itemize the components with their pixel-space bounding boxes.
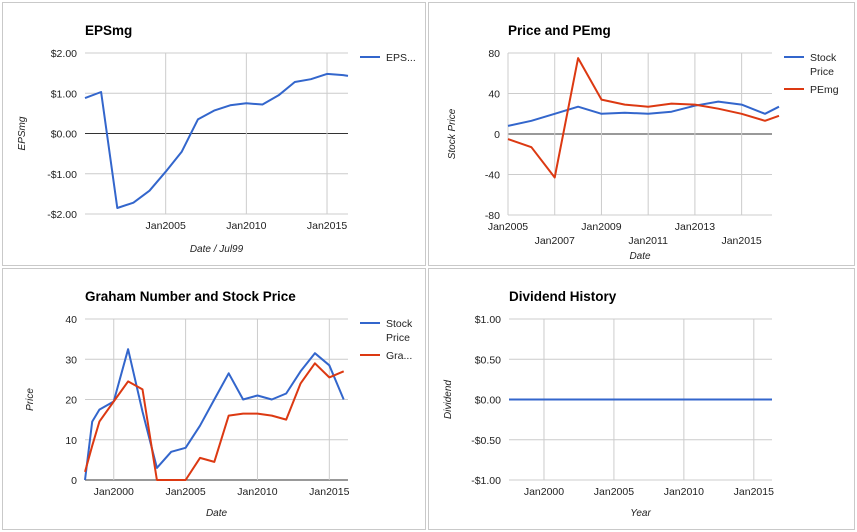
chart-title: EPSmg: [85, 23, 132, 38]
y-tick-label: $1.00: [51, 88, 77, 100]
legend-label: Gra...: [386, 350, 412, 362]
y-tick-label: 0: [71, 475, 77, 487]
series-line-0: [84, 72, 349, 209]
legend-label: PEmg: [810, 84, 839, 96]
series-line-0: [507, 100, 780, 127]
y-tick-label: $2.00: [51, 48, 77, 60]
y-axis-title: Price: [25, 388, 36, 411]
x-tick-label: Jan2015: [309, 486, 349, 498]
chart-title: Price and PEmg: [508, 23, 611, 38]
series-line-0: [84, 348, 345, 481]
x-tick-label: Jan2005: [146, 220, 186, 232]
x-tick-label: Jan2010: [237, 486, 277, 498]
y-tick-label: 0: [494, 129, 500, 141]
y-tick-label: $1.00: [475, 314, 501, 326]
y-axis-title: Stock Price: [447, 108, 458, 159]
chart-svg: Dividend History $1.00 $0.50 $0.00 -$0.50 -$1…: [443, 289, 774, 519]
y-tick-label: $0.50: [475, 354, 501, 366]
y-tick-label: -$2.00: [47, 209, 77, 221]
x-tick-label: Jan2009: [581, 221, 621, 233]
chart-title: Graham Number and Stock Price: [85, 289, 296, 304]
legend-label: Stock Price: [386, 318, 413, 344]
x-tick-label: Jan2007: [535, 235, 575, 247]
y-tick-label: 40: [65, 314, 77, 326]
y-axis-title: Dividend: [443, 380, 454, 419]
x-axis-title: Year: [630, 508, 651, 519]
legend-label: EPS...: [386, 52, 416, 64]
y-tick-label: 30: [65, 354, 77, 366]
graham-chart-panel: Graham Number and Stock Price 40 30 20 10 0 Ja…: [2, 268, 426, 530]
y-tick-label: -$0.50: [471, 435, 501, 447]
dividend-chart-panel: Dividend History $1.00 $0.50 $0.00 -$0.50 -$1…: [428, 268, 855, 530]
x-axis-title: Date / Jul99: [190, 244, 244, 255]
x-tick-label: Jan2013: [675, 221, 715, 233]
y-tick-label: 40: [488, 89, 500, 101]
x-tick-label: Jan2005: [165, 486, 205, 498]
eps-chart-panel: EPSmg $2.00 $1.00 $0.00 -$1.00 -$2.00 Jan2005 J…: [2, 2, 426, 266]
x-tick-label: Jan2005: [594, 486, 634, 498]
y-tick-label: 20: [65, 395, 77, 407]
y-tick-label: -80: [485, 210, 500, 222]
x-tick-label: Jan2010: [226, 220, 266, 232]
y-tick-label: -$1.00: [471, 475, 501, 487]
chart-title: Dividend History: [509, 289, 617, 304]
y-tick-label: -40: [485, 170, 500, 182]
y-tick-label: -$1.00: [47, 169, 77, 181]
series-line-1: [507, 57, 780, 179]
x-axis-title: Date: [629, 251, 651, 262]
x-tick-label: Jan2011: [628, 235, 668, 247]
price-pe-chart-panel: Price and PEmg 80 40 0 -40 -80 Jan2005 Jan2007 J…: [428, 2, 855, 266]
legend-label: Stock Price: [810, 52, 837, 78]
series-line-1: [84, 362, 345, 481]
y-tick-label: $0.00: [51, 129, 77, 141]
y-tick-label: 80: [488, 48, 500, 60]
x-tick-label: Jan2000: [524, 486, 564, 498]
x-tick-label: Jan2015: [307, 220, 347, 232]
y-tick-label: 10: [65, 435, 77, 447]
y-tick-label: $0.00: [475, 395, 501, 407]
chart-svg: Graham Number and Stock Price 40 30 20 10 0 Ja…: [25, 289, 413, 519]
x-tick-label: Jan2010: [664, 486, 704, 498]
x-tick-label: Jan2005: [488, 221, 528, 233]
x-tick-label: Jan2015: [721, 235, 761, 247]
x-tick-label: Jan2015: [734, 486, 774, 498]
y-axis-title: EPSmg: [17, 116, 28, 150]
x-tick-label: Jan2000: [94, 486, 134, 498]
x-axis-title: Date: [206, 508, 228, 519]
chart-svg: EPSmg $2.00 $1.00 $0.00 -$1.00 -$2.00 Jan2005 J…: [17, 23, 416, 255]
